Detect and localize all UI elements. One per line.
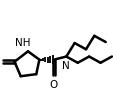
Text: O: O xyxy=(49,80,58,90)
Text: NH: NH xyxy=(15,38,30,48)
Text: N: N xyxy=(62,61,70,71)
